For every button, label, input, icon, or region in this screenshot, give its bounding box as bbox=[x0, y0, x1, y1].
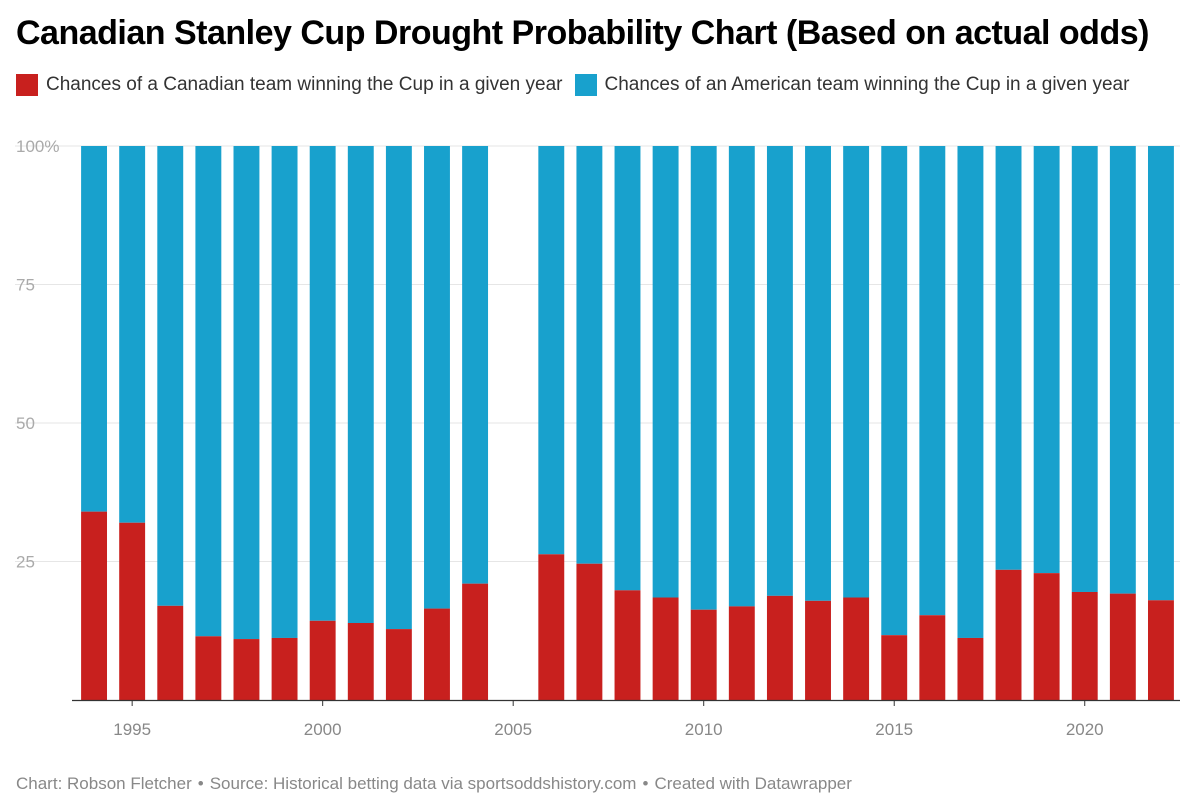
bar-canadian bbox=[119, 522, 146, 700]
bar-american bbox=[652, 146, 679, 598]
bar-american bbox=[690, 146, 717, 610]
footer-created: Created with Datawrapper bbox=[654, 774, 852, 793]
bar-american bbox=[81, 146, 108, 512]
bar-canadian bbox=[805, 600, 831, 700]
bar-canadian bbox=[1033, 573, 1060, 700]
bar-american bbox=[576, 146, 603, 564]
bar-american bbox=[462, 146, 489, 584]
bar-american bbox=[728, 146, 755, 607]
bar-american bbox=[119, 146, 146, 523]
bar-canadian bbox=[157, 605, 184, 700]
legend-swatch-american bbox=[574, 74, 597, 96]
bar-american bbox=[309, 146, 336, 621]
footer-source: Source: Historical betting data via spor… bbox=[209, 774, 637, 793]
bar-canadian bbox=[309, 620, 336, 700]
y-tick-label: 100% bbox=[16, 137, 59, 156]
bar-american bbox=[766, 146, 793, 596]
bar-american bbox=[805, 146, 831, 601]
bar-american bbox=[957, 146, 984, 638]
x-tick-label: 2000 bbox=[304, 720, 342, 739]
bar-canadian bbox=[538, 554, 565, 700]
bar-canadian bbox=[614, 590, 641, 700]
bar-canadian bbox=[462, 583, 489, 700]
bar-canadian bbox=[652, 597, 679, 700]
bar-canadian bbox=[195, 636, 222, 700]
bar-canadian bbox=[1109, 593, 1136, 700]
bar-canadian bbox=[728, 606, 755, 700]
x-tick-label: 2005 bbox=[494, 720, 532, 739]
footer: Chart: Robson Fletcher • Source: Historica… bbox=[16, 774, 852, 794]
bar-american bbox=[614, 146, 641, 591]
bar-american bbox=[1033, 146, 1060, 574]
bar-canadian bbox=[881, 635, 908, 700]
footer-separator: • bbox=[642, 774, 649, 793]
bar-american bbox=[271, 146, 298, 638]
legend-item-canadian: Chances of a Canadian team winning the C… bbox=[16, 74, 563, 96]
bar-american bbox=[881, 146, 908, 636]
bar-american bbox=[995, 146, 1022, 570]
bar-canadian bbox=[690, 609, 717, 700]
bar-canadian bbox=[1071, 591, 1098, 700]
y-tick-label: 75 bbox=[16, 276, 35, 295]
bar-american bbox=[347, 146, 374, 623]
legend-swatch-canadian bbox=[16, 74, 38, 96]
y-tick-label: 25 bbox=[16, 553, 35, 572]
x-tick-label: 2010 bbox=[685, 720, 723, 739]
bar-canadian bbox=[347, 622, 374, 700]
bar-american bbox=[1109, 146, 1136, 594]
bar-american bbox=[538, 146, 565, 555]
bar-canadian bbox=[919, 615, 946, 700]
chart-title: Canadian Stanley Cup Drought Probability… bbox=[16, 14, 1149, 52]
bar-american bbox=[424, 146, 450, 609]
bar-canadian bbox=[957, 637, 984, 700]
bar-canadian bbox=[576, 563, 603, 700]
bar-american bbox=[1147, 146, 1174, 601]
y-tick-label: 50 bbox=[16, 414, 35, 433]
x-tick-label: 2015 bbox=[875, 720, 913, 739]
bar-american bbox=[919, 146, 946, 616]
legend-label-american: Chances of an American team winning the … bbox=[604, 74, 1130, 95]
chart-area: 100% 75 50 25 1995 2000 2005 2010 2015 2020 bbox=[15, 137, 1180, 739]
bar-canadian bbox=[995, 569, 1022, 700]
legend: Chances of a Canadian team winning the C… bbox=[16, 74, 1141, 96]
legend-label-canadian: Chances of a Canadian team winning the C… bbox=[46, 74, 563, 95]
bar-canadian bbox=[424, 608, 450, 700]
bar-canadian bbox=[843, 597, 870, 700]
x-tick-label: 1995 bbox=[113, 720, 151, 739]
bar-american bbox=[1071, 146, 1098, 592]
bar-american bbox=[233, 146, 260, 640]
bar-american bbox=[195, 146, 222, 637]
bar-canadian bbox=[81, 511, 108, 700]
bar-canadian bbox=[1147, 600, 1174, 700]
legend-item-american: Chances of an American team winning the … bbox=[574, 74, 1130, 96]
footer-credit: Chart: Robson Fletcher bbox=[16, 774, 192, 793]
footer-separator: • bbox=[197, 774, 204, 793]
bar-canadian bbox=[233, 639, 260, 700]
bar-american bbox=[843, 146, 870, 598]
bar-canadian bbox=[385, 629, 412, 700]
bar-american bbox=[385, 146, 412, 630]
x-tick-label: 2020 bbox=[1066, 720, 1104, 739]
bar-american bbox=[157, 146, 184, 606]
bar-canadian bbox=[271, 637, 298, 700]
bar-canadian bbox=[766, 595, 793, 700]
